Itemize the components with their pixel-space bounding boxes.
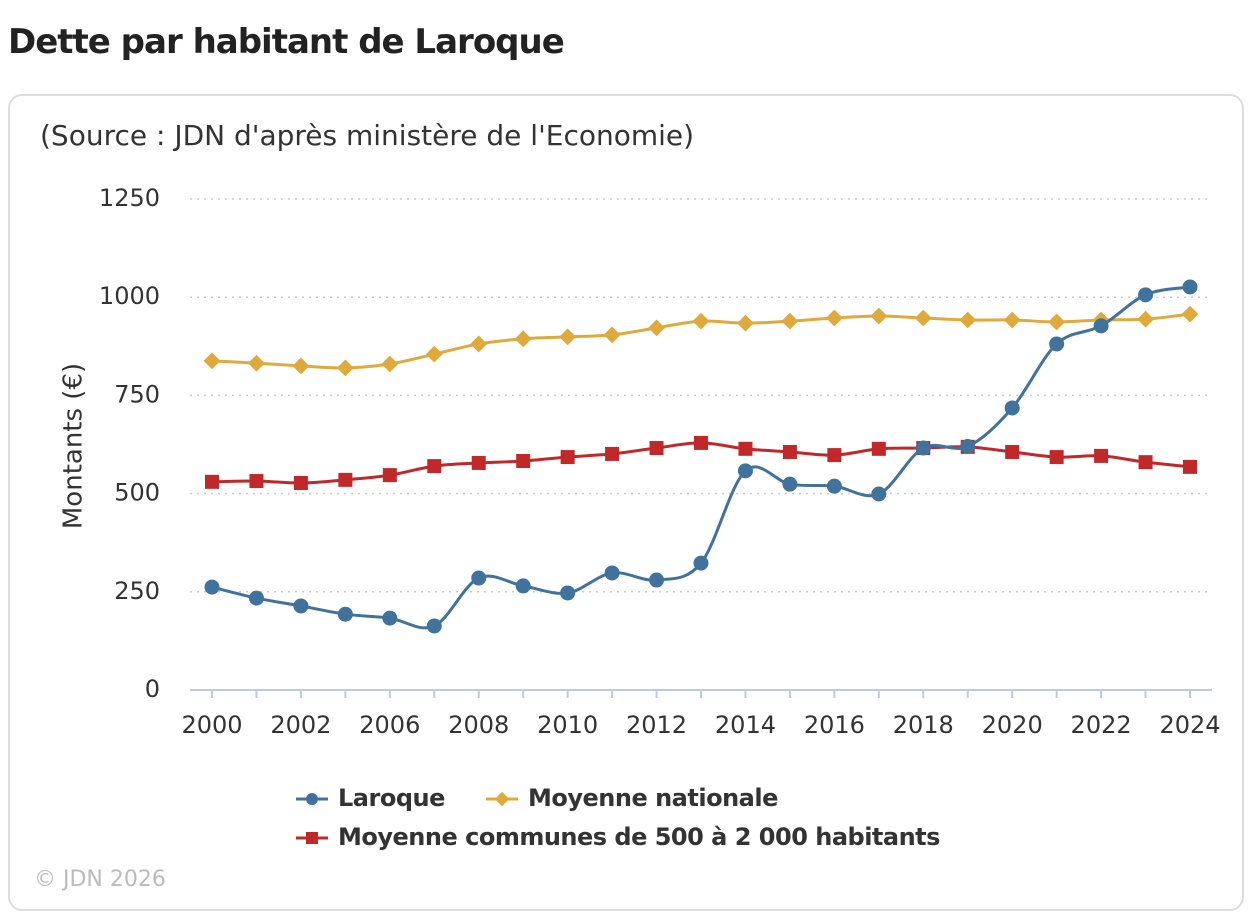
x-tick-label: 2008 xyxy=(448,711,509,739)
marker xyxy=(827,448,842,463)
y-tick-label: 0 xyxy=(145,675,160,703)
x-tick-label: 2022 xyxy=(1071,711,1132,739)
marker xyxy=(1048,313,1066,331)
marker xyxy=(203,352,221,370)
marker xyxy=(1182,279,1198,295)
marker xyxy=(293,475,308,490)
marker xyxy=(292,357,310,375)
x-tick-label: 2006 xyxy=(359,711,420,739)
x-tick-label: 2016 xyxy=(804,711,865,739)
marker xyxy=(649,572,665,588)
marker xyxy=(1138,455,1153,470)
marker xyxy=(1138,287,1154,303)
marker xyxy=(1181,305,1199,323)
marker xyxy=(737,463,753,479)
marker xyxy=(826,478,842,494)
marker xyxy=(870,307,888,325)
marker xyxy=(427,459,442,474)
marker xyxy=(782,476,798,492)
marker xyxy=(603,326,621,344)
marker xyxy=(293,598,309,614)
marker xyxy=(1183,459,1197,474)
marker xyxy=(781,312,799,330)
marker xyxy=(306,793,318,805)
x-tick-label: 2020 xyxy=(982,711,1043,739)
legend-label: Moyenne communes de 500 à 2 000 habitant… xyxy=(338,823,940,851)
marker xyxy=(871,486,887,502)
marker xyxy=(382,468,397,483)
marker xyxy=(337,606,353,622)
y-tick-label: 1250 xyxy=(99,184,160,212)
marker xyxy=(871,441,886,456)
marker xyxy=(248,354,265,372)
x-tick-label: 2014 xyxy=(715,711,776,739)
marker xyxy=(915,440,931,456)
marker xyxy=(694,435,708,450)
marker xyxy=(782,444,797,459)
marker xyxy=(560,450,575,465)
marker xyxy=(959,311,977,329)
x-tick-label: 2018 xyxy=(893,711,954,739)
x-tick-label: 2002 xyxy=(270,711,331,739)
card xyxy=(8,94,1244,911)
legend-label: Laroque xyxy=(338,784,445,812)
marker xyxy=(248,590,264,606)
marker xyxy=(205,474,219,489)
marker xyxy=(516,453,531,468)
marker xyxy=(204,579,220,595)
marker xyxy=(515,578,531,594)
marker xyxy=(494,791,510,807)
marker xyxy=(338,472,353,487)
marker xyxy=(1004,400,1020,416)
x-tick-label: 2010 xyxy=(537,711,598,739)
marker xyxy=(604,565,620,581)
marker xyxy=(559,328,577,346)
marker xyxy=(825,309,843,327)
marker xyxy=(1093,318,1109,334)
marker xyxy=(649,441,664,456)
y-axis-label: Montants (€) xyxy=(59,363,89,529)
y-tick-label: 250 xyxy=(114,577,160,605)
y-tick-label: 750 xyxy=(114,380,160,408)
marker xyxy=(1003,311,1021,329)
y-tick-label: 500 xyxy=(114,479,160,507)
marker xyxy=(648,319,665,337)
marker xyxy=(514,330,532,348)
marker xyxy=(1005,444,1020,459)
page-title: Dette par habitant de Laroque xyxy=(8,22,565,62)
marker xyxy=(306,832,318,844)
marker xyxy=(336,359,354,377)
marker xyxy=(605,446,620,461)
legend-label: Moyenne nationale xyxy=(528,784,778,812)
x-tick-label: 2024 xyxy=(1159,711,1220,739)
marker xyxy=(693,555,709,571)
marker xyxy=(381,355,399,373)
marker xyxy=(382,610,398,626)
marker xyxy=(692,312,710,330)
marker xyxy=(1049,336,1065,352)
chart-subtitle: (Source : JDN d'après ministère de l'Eco… xyxy=(40,119,694,152)
marker xyxy=(914,309,932,327)
footer: © JDN 2026 xyxy=(34,867,166,892)
x-tick-label: 2000 xyxy=(181,711,242,739)
marker xyxy=(471,455,486,470)
marker xyxy=(738,441,753,456)
marker xyxy=(1094,448,1109,463)
marker xyxy=(560,585,576,601)
marker xyxy=(426,618,442,634)
x-tick-label: 2012 xyxy=(626,711,687,739)
marker xyxy=(737,314,754,332)
marker xyxy=(425,345,443,363)
marker xyxy=(1137,310,1154,328)
marker xyxy=(1049,450,1064,465)
marker xyxy=(960,438,976,454)
marker xyxy=(471,570,487,586)
y-tick-label: 1000 xyxy=(99,282,160,310)
marker xyxy=(249,474,264,489)
marker xyxy=(470,335,488,353)
